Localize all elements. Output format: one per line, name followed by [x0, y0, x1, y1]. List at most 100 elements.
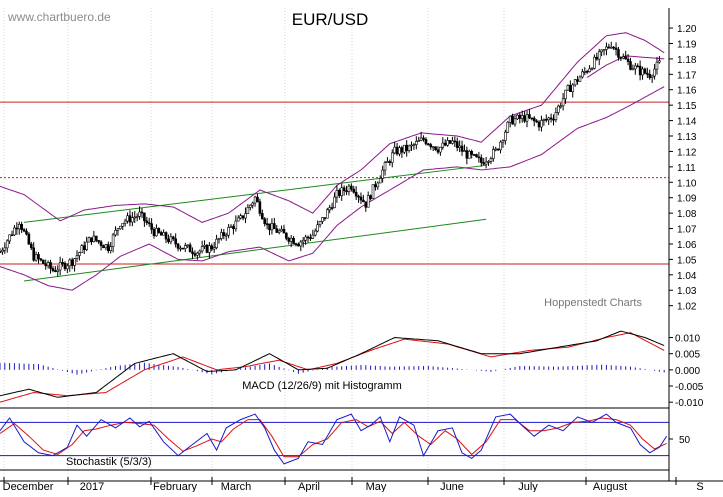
candle-body — [523, 115, 526, 122]
candle-body — [224, 234, 228, 237]
candle-body — [246, 207, 250, 214]
month-label: June — [440, 481, 464, 492]
candle-body — [51, 268, 55, 271]
candle-body — [581, 71, 584, 78]
candle-body — [487, 161, 490, 163]
candle-body — [571, 84, 575, 92]
candle-body — [138, 211, 141, 217]
candle-body — [8, 234, 11, 242]
price-tick-label: 1.16 — [677, 86, 697, 97]
candle-body — [78, 252, 81, 256]
candle-body — [0, 251, 2, 253]
macd-tick-label: -0.005 — [675, 382, 704, 393]
month-label: May — [366, 481, 387, 492]
candle-body — [494, 148, 498, 151]
candle-body — [68, 259, 72, 267]
candle-body — [376, 182, 380, 188]
candle-body — [646, 72, 649, 75]
candle-body — [467, 151, 471, 159]
candle-body — [119, 225, 122, 229]
candle-body — [285, 232, 288, 239]
candle-body — [253, 196, 257, 204]
candle-body — [410, 144, 413, 147]
candle-body — [590, 68, 594, 70]
candle-body — [443, 142, 447, 146]
candle-body — [470, 151, 473, 155]
price-tick-label: 1.11 — [677, 163, 696, 174]
candle-body — [251, 202, 254, 206]
candle-body — [157, 228, 161, 233]
candle-body — [131, 217, 134, 223]
candle-body — [492, 149, 495, 159]
candle-body — [369, 195, 372, 199]
candle-body — [431, 146, 435, 149]
candle-body — [239, 215, 242, 219]
candle-body — [227, 227, 230, 236]
candle-body — [508, 115, 512, 123]
chart-title: EUR/USD — [292, 10, 369, 29]
candle-body — [629, 61, 632, 70]
candle-body — [569, 85, 572, 92]
candle-body — [241, 215, 245, 219]
candle-body — [92, 235, 96, 242]
candle-body — [304, 236, 307, 241]
candle-body — [650, 75, 654, 78]
price-tick-label: 1.13 — [677, 132, 697, 143]
candle-body — [34, 254, 38, 261]
candle-body — [145, 220, 149, 223]
month-label: March — [221, 481, 252, 492]
candle-body — [3, 247, 7, 251]
candle-body — [518, 114, 522, 119]
candle-body — [301, 239, 305, 243]
candle-body — [345, 190, 348, 193]
candle-body — [123, 220, 127, 224]
candle-body — [58, 262, 62, 271]
candle-body — [528, 114, 531, 119]
candle-body — [364, 201, 368, 208]
candle-body — [147, 222, 151, 224]
candle-body — [395, 146, 399, 155]
candle-body — [557, 105, 560, 113]
candle-body — [422, 137, 425, 140]
candle-body — [193, 253, 197, 256]
credit-label: Hoppenstedt Charts — [544, 297, 642, 309]
candle-body — [20, 224, 23, 230]
candle-body — [564, 89, 567, 100]
candle-body — [366, 195, 370, 208]
candle-body — [169, 236, 173, 243]
candle-body — [27, 233, 31, 245]
candle-body — [453, 140, 457, 143]
candle-body — [578, 76, 582, 82]
candle-body — [504, 131, 507, 141]
month-label: July — [518, 481, 538, 492]
candle-body — [167, 238, 170, 243]
candle-body — [179, 247, 182, 250]
price-tick-label: 1.12 — [677, 147, 697, 158]
candle-body — [234, 220, 238, 230]
macd-label: MACD (12/26/9) mit Histogramm — [242, 380, 402, 392]
candle-body — [215, 238, 218, 248]
candle-body — [347, 185, 351, 192]
candle-body — [338, 190, 341, 196]
candle-body — [357, 195, 360, 198]
candle-body — [114, 229, 117, 236]
stochastic-d-line — [0, 417, 667, 458]
trend-line — [23, 218, 487, 282]
price-tick-label: 1.15 — [677, 101, 697, 112]
candle-body — [222, 232, 226, 237]
candle-body — [653, 68, 656, 77]
candle-body — [333, 196, 336, 209]
month-label: 2017 — [80, 481, 104, 492]
price-tick-label: 1.14 — [677, 117, 697, 128]
macd-tick-label: 0.000 — [675, 366, 700, 377]
candle-body — [106, 244, 110, 251]
candle-body — [44, 263, 48, 267]
candle-body — [549, 117, 553, 120]
macd-tick-label: 0.010 — [675, 334, 700, 345]
candle-body — [542, 119, 546, 121]
candle-body — [429, 144, 433, 148]
candle-body — [602, 49, 606, 51]
candle-body — [46, 262, 50, 267]
